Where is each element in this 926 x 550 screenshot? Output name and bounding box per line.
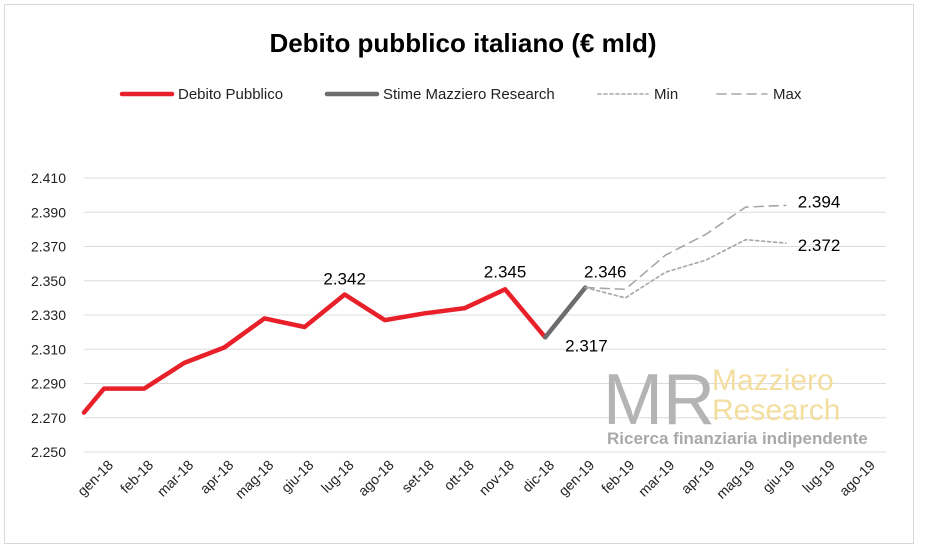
watermark-logo: MR — [603, 360, 715, 440]
data-label: 2.394 — [798, 192, 841, 211]
y-tick-label: 2.410 — [31, 170, 66, 186]
data-label: 2.346 — [584, 263, 627, 282]
x-tick-label: nov-18 — [476, 457, 518, 499]
x-tick-label: feb-19 — [598, 457, 638, 497]
series-line-stime-mazziero-research — [542, 285, 588, 340]
x-tick-label: ago-19 — [836, 457, 878, 499]
data-labels: 2.342 2.345 2.317 2.346 2.394 2.372 — [323, 192, 840, 355]
x-tick-label: feb-18 — [117, 457, 157, 497]
x-tick-label: apr-19 — [678, 457, 718, 497]
x-tick-label: mag-19 — [713, 457, 758, 502]
series-line-min — [584, 238, 787, 299]
y-tick-label: 2.370 — [31, 239, 66, 255]
y-tick-label: 2.250 — [31, 444, 66, 460]
x-tick-label: apr-18 — [197, 457, 237, 497]
legend: Debito Pubblico Stime Mazziero Research Mi… — [119, 86, 802, 103]
y-tick-label: 2.350 — [31, 273, 66, 289]
legend-label: Max — [773, 86, 802, 103]
series-lines — [81, 204, 787, 415]
legend-label: Min — [654, 86, 678, 103]
y-tick-label: 2.290 — [31, 376, 66, 392]
x-tick-label: ott-18 — [440, 457, 477, 494]
series-line-max — [584, 204, 787, 291]
y-axis-ticks: 2.410 2.390 2.370 2.350 2.330 2.310 2.290 2.270… — [31, 170, 66, 460]
x-tick-label: gen-19 — [555, 457, 597, 499]
x-tick-label: mag-18 — [232, 457, 277, 502]
x-tick-label: lug-18 — [318, 457, 357, 496]
x-tick-label: set-18 — [398, 457, 437, 496]
legend-label: Stime Mazziero Research — [383, 86, 555, 103]
data-label: 2.372 — [798, 236, 841, 255]
legend-label: Debito Pubblico — [178, 86, 283, 103]
x-tick-label: mar-19 — [635, 457, 678, 500]
y-tick-label: 2.330 — [31, 307, 66, 323]
x-tick-label: giu-19 — [759, 457, 798, 496]
data-label: 2.342 — [323, 269, 366, 288]
x-tick-label: ago-18 — [355, 457, 397, 499]
series-line-debito-pubblico — [81, 287, 548, 415]
watermark-line2: Research — [712, 394, 840, 427]
x-tick-label: gen-18 — [74, 457, 116, 499]
y-tick-label: 2.310 — [31, 341, 66, 357]
x-tick-label: lug-19 — [799, 457, 838, 496]
x-tick-label: dic-18 — [519, 457, 557, 495]
data-label: 2.345 — [484, 262, 527, 281]
x-tick-label: giu-18 — [278, 457, 317, 496]
watermark-tagline: Ricerca finanziaria indipendente — [607, 429, 868, 448]
watermark: Mazziero Research Ricerca finanziaria in… — [603, 360, 868, 448]
y-tick-label: 2.270 — [31, 410, 66, 426]
y-tick-label: 2.390 — [31, 204, 66, 220]
chart-title: Debito pubblico italiano (€ mld) — [269, 28, 657, 58]
x-tick-label: mar-18 — [154, 457, 197, 500]
watermark-line1: Mazziero — [712, 364, 834, 397]
data-label: 2.317 — [565, 336, 608, 355]
